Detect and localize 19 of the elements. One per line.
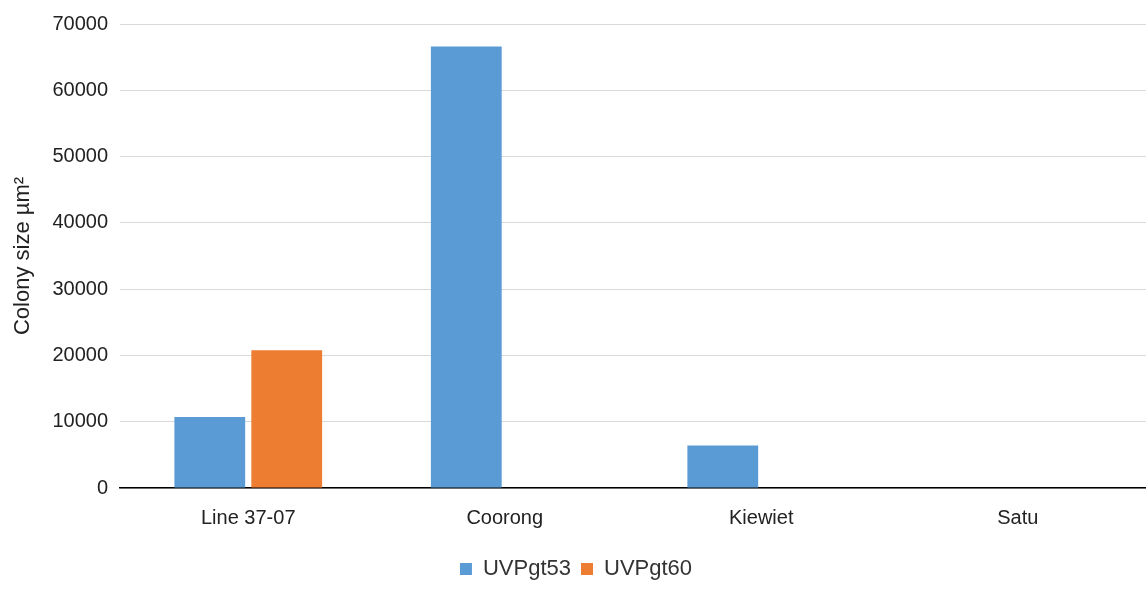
legend-label: UVPgt60: [604, 555, 693, 581]
x-tick-label: Kiewiet: [729, 505, 794, 528]
bar: [251, 350, 323, 488]
x-tick-label: Coorong: [466, 505, 544, 528]
y-tick-label: 40000: [52, 210, 109, 233]
y-tick-label: 70000: [52, 11, 109, 34]
x-tick-label: Line 37-07: [201, 505, 296, 528]
y-tick-label: 30000: [52, 276, 109, 299]
bar: [174, 417, 246, 488]
bar: [430, 46, 502, 488]
x-tick-label: Satu: [997, 505, 1039, 528]
y-tick-label: 0: [96, 475, 109, 498]
y-tick-label: 50000: [52, 144, 109, 167]
y-axis-title: Colony size µm²: [9, 176, 35, 336]
y-tick-label: 10000: [52, 409, 109, 432]
legend-label: UVPgt53: [482, 555, 572, 581]
y-tick-label: 60000: [52, 77, 109, 100]
y-tick-label: 20000: [52, 342, 109, 365]
bar: [687, 445, 759, 488]
